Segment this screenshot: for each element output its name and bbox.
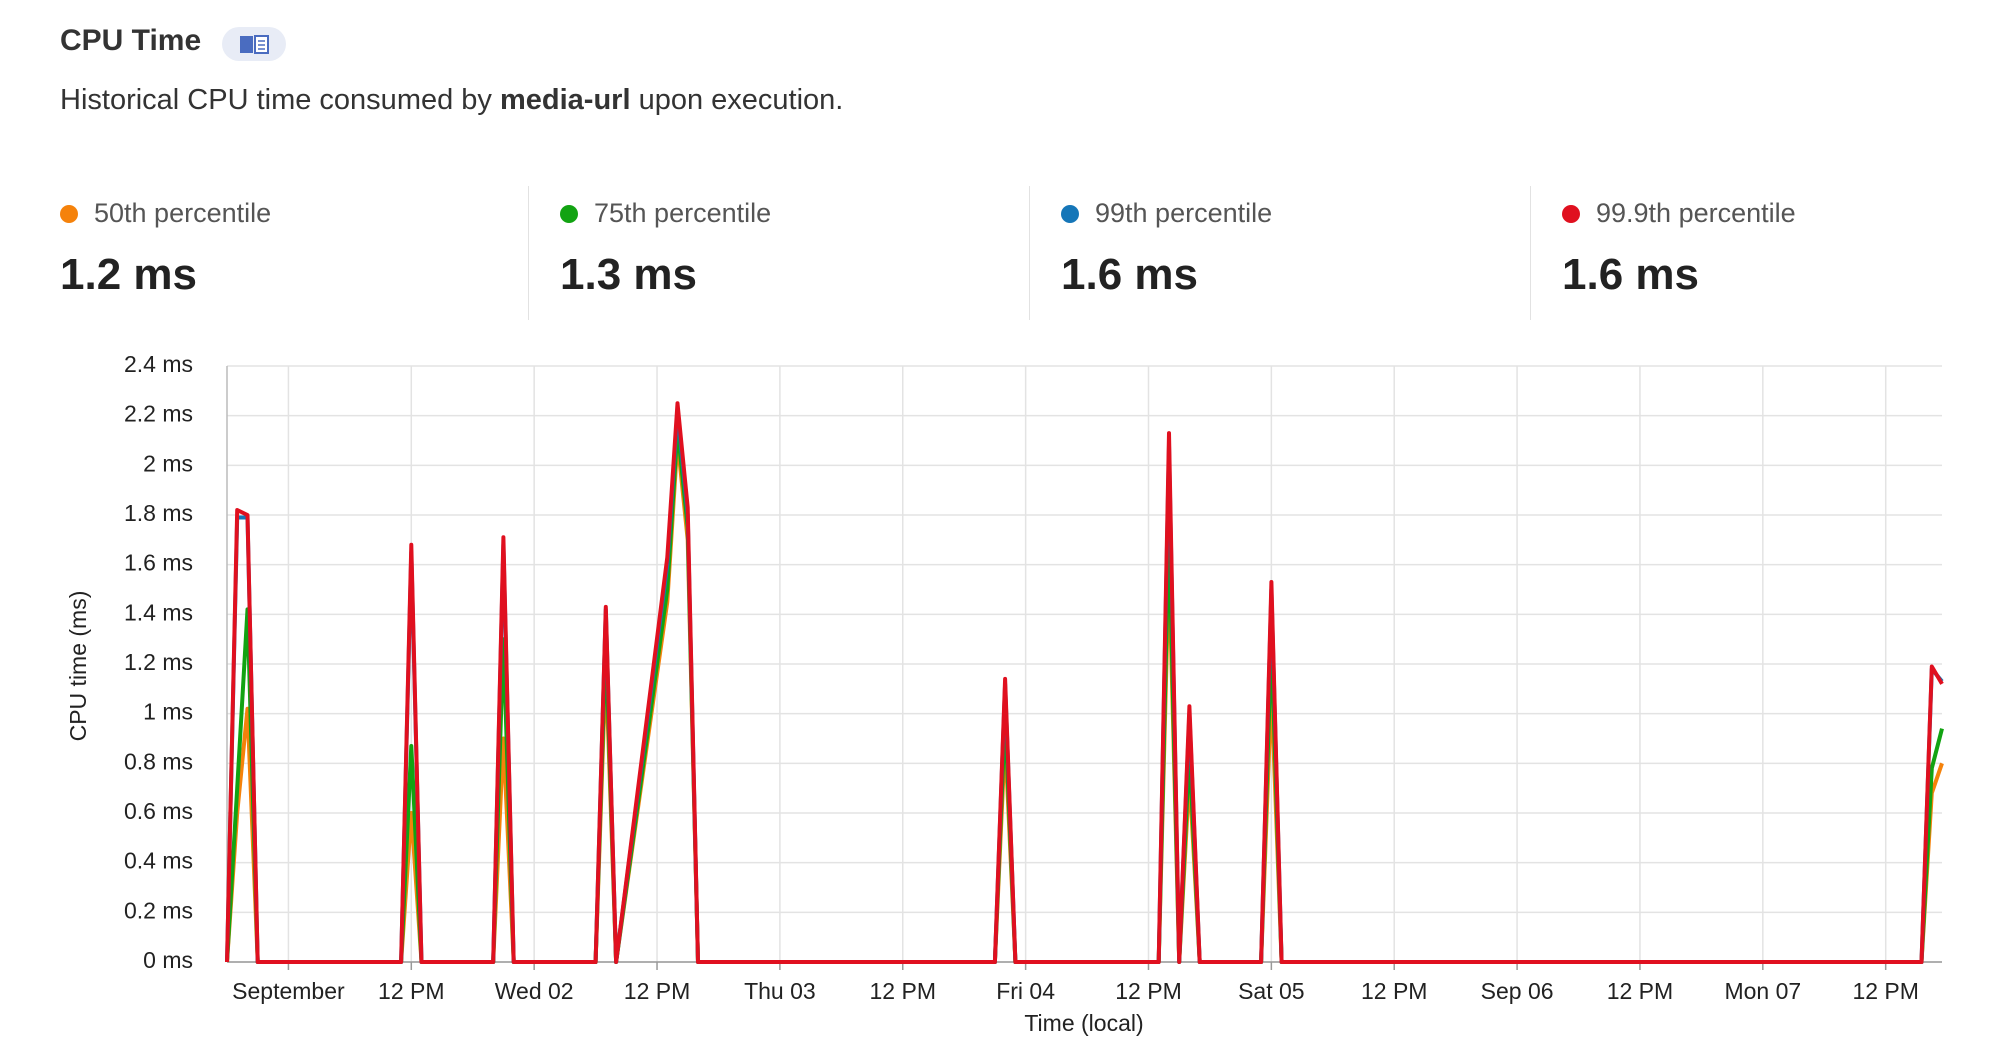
y-tick-label: 2 ms — [143, 450, 193, 476]
stat-value: 1.6 ms — [1061, 250, 1198, 299]
worker-name: media-url — [499, 84, 631, 116]
x-axis-title: Time (local) — [1024, 1010, 1143, 1036]
x-tick-label: 12 PM — [1115, 978, 1181, 1004]
divider — [1029, 186, 1030, 320]
x-tick-label: 12 PM — [1607, 978, 1673, 1004]
y-tick-label: 0.8 ms — [124, 748, 193, 774]
y-tick-label: 0.4 ms — [124, 848, 193, 874]
docs-button[interactable] — [222, 27, 286, 61]
stat-label: 99th percentile — [1061, 198, 1272, 229]
x-tick-label: Mon 07 — [1724, 978, 1801, 1004]
x-tick-label: 12 PM — [1361, 978, 1427, 1004]
y-tick-label: 1.2 ms — [124, 649, 193, 675]
description-text: Historical CPU time consumed by — [60, 84, 500, 116]
series-line — [225, 401, 1944, 964]
divider — [1530, 186, 1531, 320]
x-tick-label: Thu 03 — [744, 978, 816, 1004]
x-tick-label: 12 PM — [378, 978, 444, 1004]
stat-value: 1.6 ms — [1562, 250, 1699, 299]
stat-name: 75th percentile — [594, 198, 772, 228]
y-tick-label: 1.4 ms — [124, 599, 193, 625]
legend-dot — [1562, 205, 1580, 223]
x-tick-label: Sep 06 — [1481, 978, 1554, 1004]
stat-value: 1.2 ms — [60, 250, 197, 299]
description: Historical CPU time consumed by media-ur… — [60, 84, 843, 117]
y-tick-label: 1.8 ms — [124, 500, 193, 526]
y-tick-label: 0 ms — [143, 947, 193, 973]
stat-label: 99.9th percentile — [1562, 198, 1796, 229]
series-line — [225, 408, 1944, 964]
y-tick-label: 2.2 ms — [124, 401, 193, 427]
series-line — [225, 438, 1944, 964]
stat-label: 50th percentile — [60, 198, 271, 229]
stat-name: 99.9th percentile — [1596, 198, 1796, 228]
x-tick-label: Fri 04 — [996, 978, 1055, 1004]
x-tick-label: September — [232, 978, 345, 1004]
book-icon — [240, 35, 269, 54]
divider — [528, 186, 529, 320]
x-tick-label: 12 PM — [1852, 978, 1918, 1004]
y-tick-label: 2.4 ms — [124, 351, 193, 377]
description-text: upon execution. — [630, 84, 844, 116]
title: CPU Time — [60, 24, 202, 57]
y-tick-label: 1 ms — [143, 699, 193, 725]
x-tick-label: 12 PM — [624, 978, 690, 1004]
stat-name: 99th percentile — [1095, 198, 1273, 228]
x-tick-label: 12 PM — [870, 978, 936, 1004]
series-line — [225, 426, 1944, 964]
y-axis-title: CPU time (ms) — [65, 591, 91, 742]
legend-dot — [60, 205, 78, 223]
legend-dot — [560, 205, 578, 223]
x-tick-label: Wed 02 — [495, 978, 574, 1004]
y-tick-label: 0.6 ms — [124, 798, 193, 824]
y-tick-label: 0.2 ms — [124, 897, 193, 923]
stat-label: 75th percentile — [560, 198, 771, 229]
legend-dot — [1061, 205, 1079, 223]
stat-value: 1.3 ms — [560, 250, 697, 299]
y-tick-label: 1.6 ms — [124, 550, 193, 576]
stat-name: 50th percentile — [94, 198, 272, 228]
x-tick-label: Sat 05 — [1238, 978, 1305, 1004]
